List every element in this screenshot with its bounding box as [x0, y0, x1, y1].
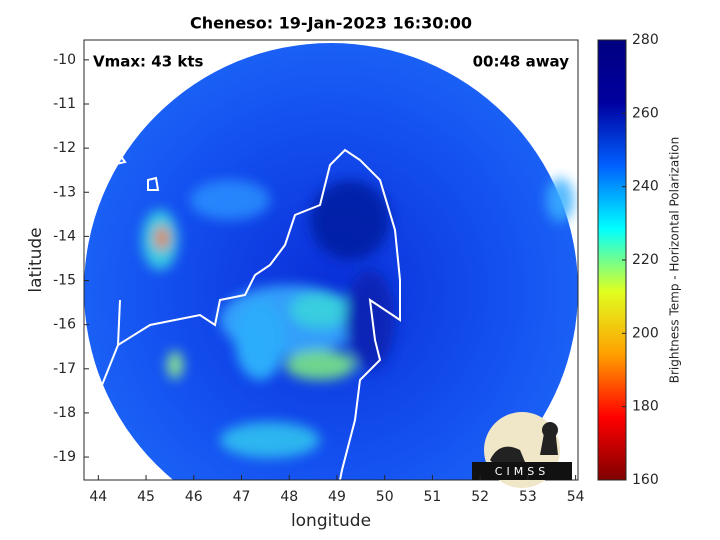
y-tick-label: -11	[53, 96, 76, 112]
y-tick-label: -18	[53, 405, 76, 421]
y-tick-label: -17	[53, 361, 76, 377]
x-tick-label: 51	[424, 489, 442, 505]
plot-frame	[83, 39, 579, 481]
colorbar-tick-label: 160	[632, 472, 659, 488]
y-tick-label: -19	[53, 449, 76, 465]
colorbar-tick-label: 180	[632, 399, 659, 415]
y-tick-label: -13	[53, 184, 76, 200]
y-tick-label: -15	[53, 273, 76, 289]
y-tick-label: -14	[53, 228, 76, 244]
y-tick-label: -10	[53, 52, 76, 68]
x-tick-label: 53	[519, 489, 537, 505]
logo-text: CIMSS	[495, 465, 549, 478]
x-tick-label: 54	[567, 489, 585, 505]
imagery	[84, 43, 578, 480]
colorbar-label: Brightness Temp - Horizontal Polarizatio…	[668, 137, 682, 384]
y-axis-label: latitude	[26, 227, 46, 292]
coastline	[84, 148, 401, 480]
colorbar-tick-label: 200	[632, 325, 659, 341]
x-tick-label: 48	[280, 489, 298, 505]
colorbar-tick-label: 240	[632, 179, 659, 195]
x-tick-label: 45	[137, 489, 155, 505]
x-tick-label: 44	[89, 489, 107, 505]
x-tick-label: 47	[233, 489, 251, 505]
x-tick-label: 49	[328, 489, 346, 505]
y-tick-label: -16	[53, 317, 76, 333]
logo: CIMSS	[472, 412, 572, 488]
annotation: Vmax: 43 kts	[93, 53, 203, 71]
colorbar-tick-label: 220	[632, 252, 659, 268]
colorbar-tick-label: 260	[632, 105, 659, 121]
x-axis-label: longitude	[291, 511, 371, 531]
x-tick-label: 50	[376, 489, 394, 505]
colorbar-tick-label: 280	[632, 32, 659, 48]
annotation: 00:48 away	[473, 53, 570, 71]
x-tick-label: 46	[185, 489, 203, 505]
chart-title: Cheneso: 19-Jan-2023 16:30:00	[190, 14, 472, 33]
colorbar	[597, 39, 627, 481]
x-tick-label: 52	[471, 489, 489, 505]
y-tick-label: -12	[53, 140, 76, 156]
